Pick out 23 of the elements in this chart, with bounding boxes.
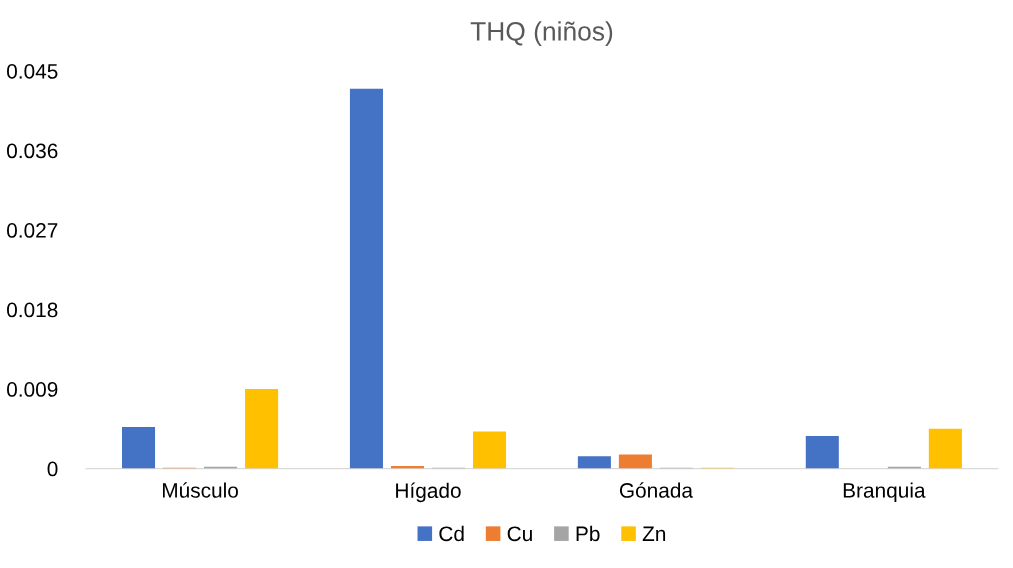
x-tick-label: Branquia: [843, 482, 926, 502]
bar: [805, 435, 839, 469]
legend-label: Cd: [439, 525, 464, 542]
y-tick-label: 0.036: [7, 143, 58, 159]
bar: [245, 389, 279, 469]
y-tick-label: 0.018: [7, 302, 58, 318]
legend-label: Zn: [642, 526, 666, 541]
y-tick-label: 0.027: [7, 223, 58, 238]
x-tick-label: Músculo: [162, 482, 238, 498]
x-tick-label: Hígado: [396, 482, 461, 503]
y-tick-label: 0.045: [7, 64, 58, 79]
legend-label: Cu: [507, 526, 532, 542]
bar: [473, 431, 507, 469]
bar: [577, 456, 611, 469]
bar: [349, 88, 383, 469]
legend-label: Pb: [576, 525, 600, 542]
y-tick-label: 0.009: [7, 382, 58, 397]
chart-title: THQ (niños): [470, 21, 613, 46]
x-tick-label: Gónada: [619, 482, 693, 498]
bar: [618, 454, 652, 469]
bar: [928, 428, 962, 469]
bar: [122, 427, 156, 469]
y-tick-label: 0: [47, 461, 58, 477]
